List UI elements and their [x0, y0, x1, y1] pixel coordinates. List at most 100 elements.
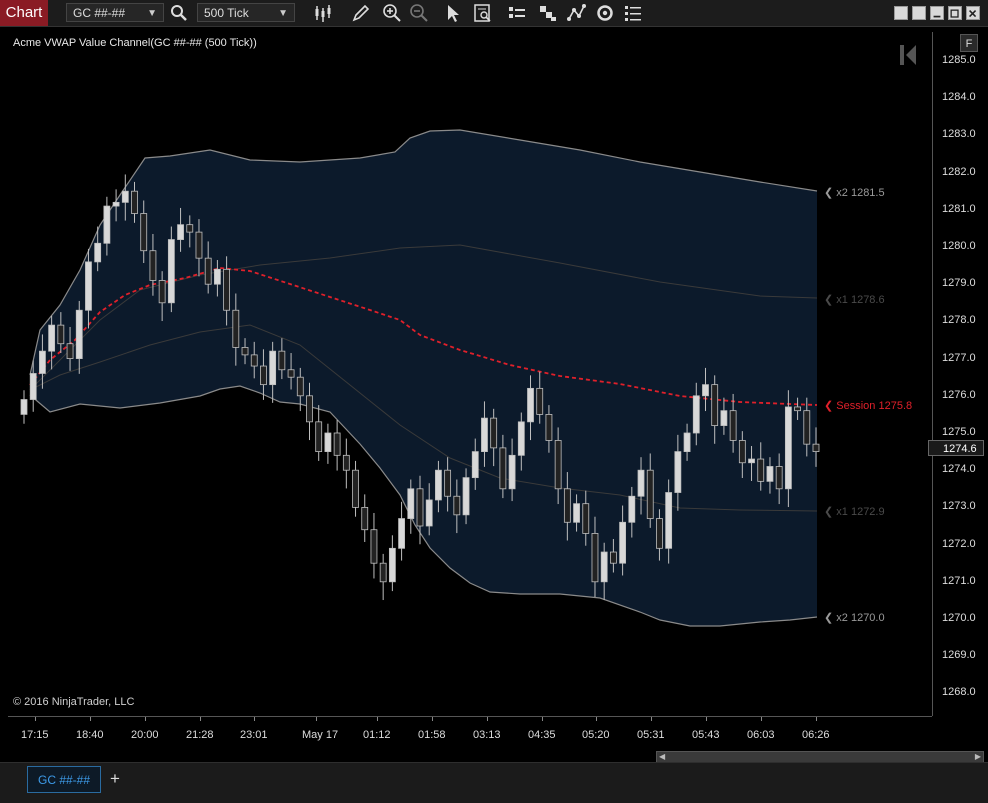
candle-body — [444, 469, 452, 497]
price-axis[interactable] — [932, 32, 988, 716]
time-tick-label: 23:01 — [240, 729, 268, 741]
candle-body — [435, 469, 442, 501]
search-icon[interactable] — [168, 2, 190, 24]
instrument-value: GC ##-## — [73, 6, 126, 20]
time-tick-mark — [706, 717, 707, 721]
time-tick-label: 05:43 — [692, 729, 720, 741]
candle-body — [665, 492, 673, 549]
properties-icon[interactable] — [622, 2, 644, 24]
data-box-icon[interactable] — [472, 2, 494, 24]
scroll-right-icon[interactable]: ▶ — [974, 752, 981, 761]
tile-icon[interactable] — [912, 6, 926, 20]
time-tick-mark — [90, 717, 91, 721]
chevron-left-icon: ❮ — [824, 400, 837, 412]
candle-body — [20, 399, 28, 415]
time-tick-label: 03:13 — [473, 729, 501, 741]
price-tick-label: 1282.0 — [942, 165, 976, 178]
f-button[interactable]: F — [960, 34, 978, 52]
draw-pencil-icon[interactable] — [350, 2, 372, 24]
scroll-left-icon[interactable]: ◀ — [659, 752, 666, 761]
candle-body — [177, 224, 184, 240]
zoom-out-icon[interactable] — [408, 2, 430, 24]
candle-body — [748, 458, 755, 464]
candle-body — [324, 432, 332, 453]
candle-body — [85, 261, 92, 311]
time-axis[interactable] — [8, 716, 932, 751]
candle-body — [121, 190, 129, 203]
chevron-down-icon: ▼ — [147, 8, 157, 19]
price-tick-label: 1285.0 — [942, 54, 976, 66]
candle-body — [517, 421, 525, 456]
candle-body — [370, 529, 378, 564]
maximize-icon[interactable] — [948, 6, 962, 20]
candle-body — [333, 432, 341, 456]
interval-value: 500 Tick — [204, 6, 249, 20]
level-label-x1-upper: ❮ x1 1278.6 — [824, 294, 885, 306]
candle-body — [462, 477, 470, 516]
candle-body — [527, 387, 534, 423]
add-tab-button[interactable]: + — [110, 769, 120, 788]
instrument-dropdown[interactable]: GC ##-## ▼ — [66, 3, 164, 22]
value-channel-area — [30, 130, 817, 626]
candle-body — [812, 443, 820, 453]
candle-body — [29, 373, 37, 400]
candle-body — [269, 350, 277, 386]
pointer-icon[interactable] — [442, 2, 464, 24]
time-tick-mark — [377, 717, 378, 721]
candle-body — [352, 469, 359, 508]
candle-body — [75, 309, 83, 359]
chart-canvas[interactable] — [8, 32, 932, 716]
candle-body — [94, 242, 102, 263]
candle-body — [140, 213, 148, 252]
candle-body — [388, 547, 396, 583]
price-tick-label: 1276.0 — [942, 388, 976, 401]
price-tick-label: 1279.0 — [942, 277, 976, 290]
tab-instrument[interactable]: GC ##-## — [27, 766, 101, 793]
candle-body — [674, 451, 682, 493]
drawing-tools-icon[interactable] — [566, 2, 588, 24]
candle-body — [48, 324, 56, 352]
time-tick-label: 05:20 — [582, 729, 610, 741]
candle-body — [167, 239, 175, 304]
level-label-x1-lower: ❮ x1 1272.9 — [824, 506, 885, 518]
session-vwap-line — [29, 267, 818, 406]
price-tick-label: 1268.0 — [942, 686, 976, 699]
candle-body — [646, 469, 654, 519]
candle-body — [600, 551, 608, 583]
time-tick-mark — [816, 717, 817, 721]
candle-body — [407, 488, 415, 519]
candle-body — [582, 503, 590, 534]
candle-body — [342, 454, 350, 471]
minimize-icon[interactable] — [930, 6, 944, 20]
price-tick-label: 1270.0 — [942, 612, 976, 624]
candle-body — [66, 343, 74, 360]
candle-body — [361, 506, 369, 531]
tile-icon[interactable] — [894, 6, 908, 20]
candle-body — [545, 413, 553, 441]
bar-type-icon[interactable] — [312, 2, 334, 24]
candle-body — [508, 454, 516, 490]
skip-to-end-icon[interactable] — [896, 42, 920, 68]
candle-body — [260, 365, 267, 386]
candle-body — [57, 324, 65, 345]
time-tick-mark — [487, 717, 488, 721]
candle-body — [306, 395, 313, 423]
strategies-icon[interactable] — [506, 2, 528, 24]
refresh-icon[interactable] — [594, 2, 616, 24]
chevron-left-icon: ❮ — [824, 612, 837, 624]
price-tick-label: 1274.0 — [942, 463, 976, 476]
toolbar — [0, 0, 988, 27]
copyright-notice: © 2016 NinjaTrader, LLC — [13, 696, 135, 708]
candle-body — [499, 447, 507, 490]
zoom-in-icon[interactable] — [381, 2, 403, 24]
candle-body — [536, 387, 544, 415]
close-icon[interactable] — [966, 6, 980, 20]
candle-body — [425, 499, 433, 527]
candle-body — [296, 376, 304, 397]
interval-dropdown[interactable]: 500 Tick ▼ — [197, 3, 295, 22]
candle-body — [609, 551, 617, 564]
candle-body — [195, 231, 203, 259]
time-tick-label: 17:15 — [21, 729, 49, 741]
x1-upper-line — [29, 244, 818, 391]
indicators-icon[interactable] — [537, 2, 559, 24]
